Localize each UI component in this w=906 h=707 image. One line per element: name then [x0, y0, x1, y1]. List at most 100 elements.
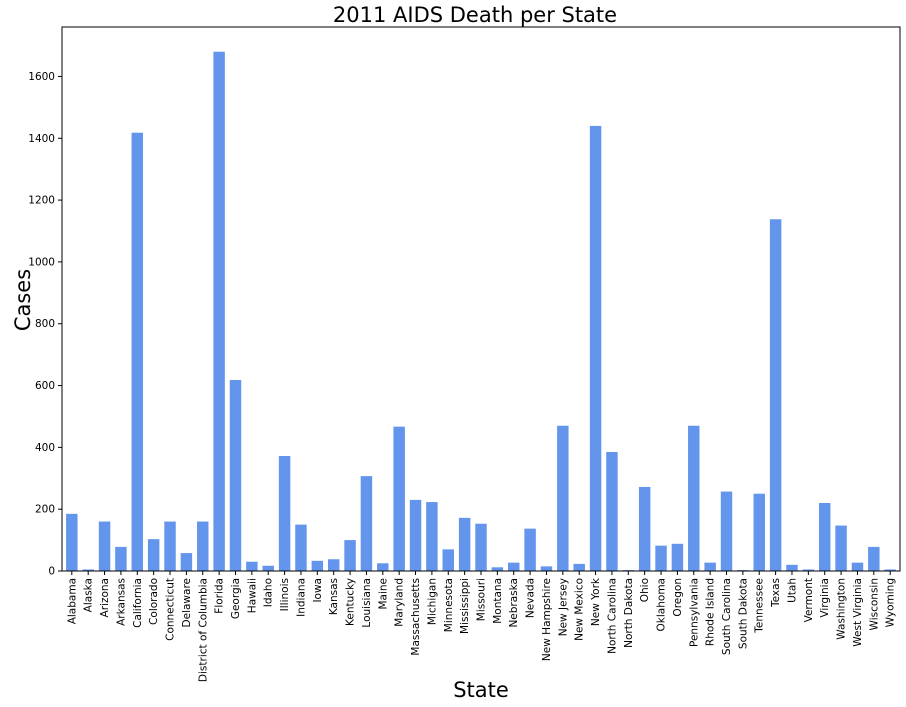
- x-tick-label: Utah: [786, 578, 798, 603]
- x-tick-label: Massachusetts: [410, 578, 422, 656]
- y-axis: 0 200 400 600 800 1000 1200 1400 1600: [28, 71, 62, 578]
- x-tick-label: Wisconsin: [868, 578, 880, 630]
- y-tick-label: 600: [35, 380, 55, 392]
- bar: [82, 569, 94, 571]
- x-tick-label: Rhode Island: [705, 578, 717, 646]
- bar: [98, 521, 111, 571]
- bar: [147, 539, 160, 571]
- bar: [638, 486, 651, 571]
- bar: [802, 569, 815, 571]
- x-tick-label: New Hampshire: [541, 578, 553, 661]
- x-tick-label: Montana: [492, 578, 504, 624]
- bar: [851, 562, 864, 571]
- x-axis-label: State: [453, 678, 509, 702]
- bar: [589, 125, 602, 571]
- bar: [508, 562, 520, 571]
- y-tick-label: 800: [35, 318, 55, 330]
- x-tick-label: New York: [590, 577, 602, 626]
- bar: [131, 132, 144, 571]
- y-tick-label: 1200: [28, 195, 55, 207]
- bar: [475, 523, 487, 571]
- y-tick-label: 0: [48, 566, 55, 578]
- bar: [720, 491, 733, 571]
- x-tick-label: Nevada: [525, 578, 537, 618]
- bar: [786, 564, 798, 571]
- x-tick-label: Hawaii: [246, 578, 258, 613]
- bar: [262, 565, 274, 571]
- bar: [229, 379, 242, 571]
- x-tick-label: North Dakota: [623, 578, 635, 648]
- bar: [671, 543, 684, 571]
- x-tick-label: South Carolina: [721, 578, 733, 655]
- bar: [213, 51, 225, 571]
- x-tick-label: Oregon: [672, 578, 684, 617]
- x-tick-label: Pennsylvania: [688, 578, 700, 647]
- x-tick-label: Georgia: [230, 578, 242, 619]
- x-tick-label: Maryland: [394, 578, 406, 627]
- y-tick-label: 1400: [28, 133, 55, 145]
- x-tick-label: Idaho: [263, 578, 275, 607]
- plot-frame: [61, 26, 901, 572]
- x-tick-label: New Jersey: [557, 578, 569, 636]
- bar: [868, 546, 880, 571]
- x-tick-label: Tennessee: [754, 578, 766, 634]
- bar: [769, 219, 782, 571]
- x-tick-label: Maine: [377, 578, 389, 610]
- y-tick-label: 1600: [28, 71, 55, 83]
- x-tick-label: Minnesota: [443, 578, 455, 632]
- y-tick-label: 400: [35, 442, 55, 454]
- bars-group: [66, 51, 896, 571]
- bar: [442, 549, 454, 571]
- x-tick-label: Michigan: [426, 578, 438, 625]
- bar: [393, 426, 405, 571]
- x-tick-label: Nebraska: [508, 578, 520, 628]
- bar: [491, 567, 504, 571]
- bar: [311, 560, 324, 571]
- bar: [540, 566, 553, 571]
- x-tick-label: Washington: [836, 578, 848, 640]
- chart-title: 2011 AIDS Death per State: [333, 3, 617, 27]
- bar: [688, 425, 700, 571]
- bar: [818, 503, 831, 571]
- bar: [704, 562, 716, 571]
- bar: [557, 425, 569, 571]
- bar: [295, 524, 307, 571]
- y-tick-label: 200: [35, 504, 55, 516]
- x-tick-label: Florida: [214, 578, 226, 614]
- bar: [458, 517, 471, 571]
- x-tick-label: Vermont: [803, 578, 815, 622]
- bar: [426, 502, 438, 571]
- x-tick-label: North Carolina: [606, 578, 618, 654]
- bar: [246, 561, 258, 571]
- y-tick-label: 1000: [28, 256, 55, 268]
- bar: [573, 563, 585, 571]
- bar: [344, 540, 356, 571]
- bar: [655, 545, 667, 571]
- x-tick-label: Alaska: [83, 578, 95, 612]
- x-tick-label: Ohio: [639, 578, 651, 602]
- bar: [524, 528, 536, 571]
- bar: [360, 476, 373, 571]
- x-tick-label: South Dakota: [737, 578, 749, 649]
- x-tick-label: New Mexico: [574, 578, 586, 641]
- x-tick-label: Missouri: [476, 578, 488, 621]
- bar: [884, 569, 896, 571]
- x-tick-label: Illinois: [279, 578, 291, 611]
- x-tick-label: Virginia: [819, 578, 831, 618]
- x-tick-label: Arkansas: [115, 578, 127, 626]
- y-axis-label: Cases: [11, 269, 35, 331]
- x-tick-label: District of Columbia: [197, 578, 209, 682]
- x-tick-label: Kentucky: [345, 578, 357, 626]
- bar: [180, 553, 193, 571]
- bar: [164, 521, 176, 571]
- x-tick-label: California: [132, 578, 144, 628]
- x-axis: Alabama Alaska Arizona Arkansas California Co…: [66, 571, 897, 682]
- bar: [606, 452, 618, 571]
- x-tick-label: Mississippi: [459, 578, 471, 634]
- x-tick-label: Iowa: [312, 578, 324, 603]
- bar: [409, 499, 422, 571]
- bar: [327, 559, 340, 571]
- x-tick-label: Connecticut: [165, 578, 177, 641]
- x-tick-label: Louisiana: [361, 578, 373, 628]
- bar: [197, 521, 209, 571]
